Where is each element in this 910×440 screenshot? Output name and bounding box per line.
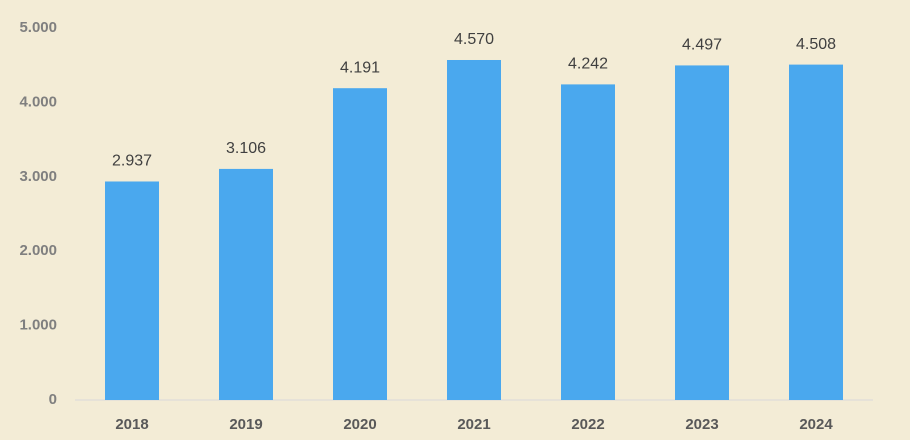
x-tick-label: 2022 [571, 416, 604, 433]
data-label: 2.937 [112, 153, 152, 170]
data-label: 4.242 [568, 56, 608, 73]
y-tick-label: 1.000 [19, 317, 57, 334]
data-label: 4.570 [454, 31, 494, 48]
y-tick-label: 4.000 [19, 93, 57, 110]
y-tick-label: 5.000 [19, 19, 57, 36]
x-tick-label: 2021 [457, 416, 490, 433]
data-label: 3.106 [226, 140, 266, 157]
x-tick-label: 2018 [115, 416, 148, 433]
bar [789, 64, 843, 400]
data-label: 4.497 [682, 37, 722, 54]
bar [447, 59, 501, 400]
x-tick-label: 2019 [229, 416, 262, 433]
bar [675, 65, 729, 400]
bar [561, 84, 615, 400]
x-tick-label: 2024 [799, 416, 833, 433]
x-tick-label: 2020 [343, 416, 376, 433]
y-tick-label: 2.000 [19, 242, 57, 259]
data-label: 4.508 [796, 36, 836, 53]
data-label: 4.191 [340, 59, 380, 76]
bar [219, 168, 273, 400]
bar [105, 181, 159, 400]
y-tick-label: 3.000 [19, 168, 57, 185]
bar [333, 88, 387, 400]
y-tick-label: 0 [49, 391, 57, 408]
x-tick-label: 2023 [685, 416, 718, 433]
